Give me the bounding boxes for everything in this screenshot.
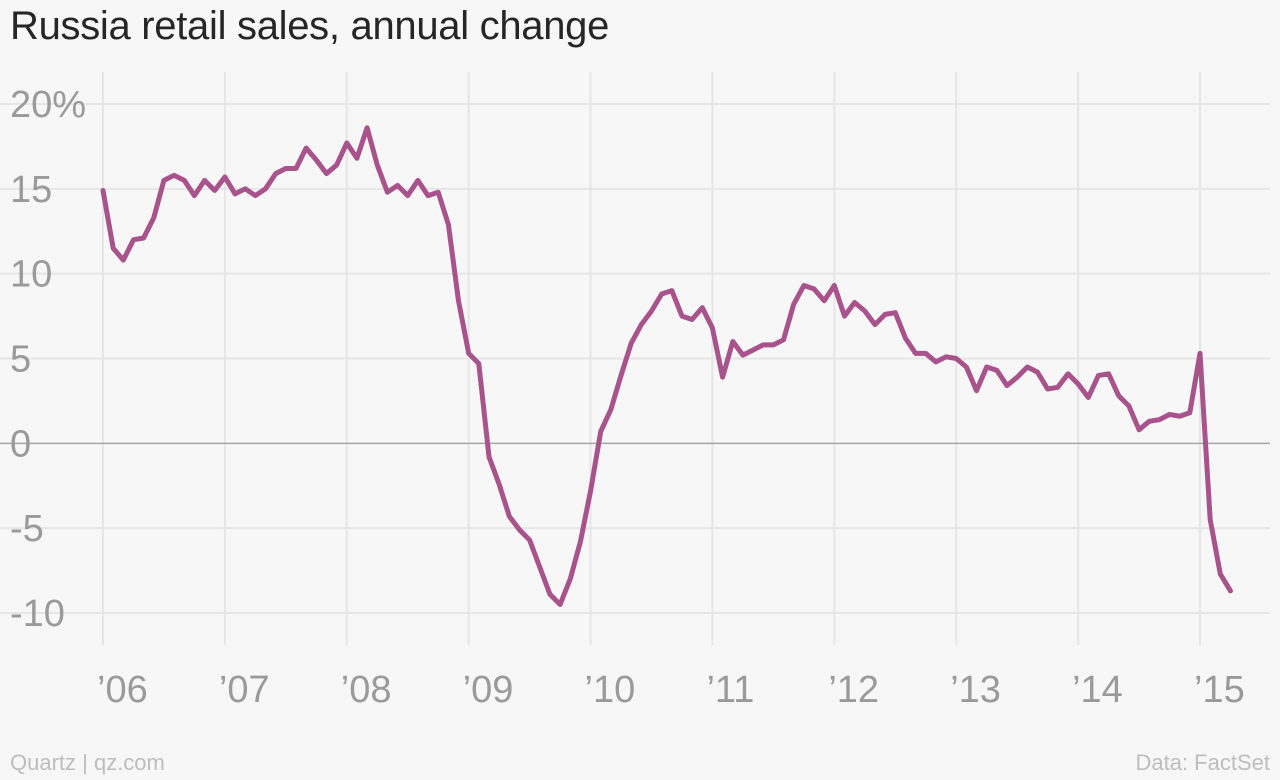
chart-title: Russia retail sales, annual change bbox=[10, 4, 610, 48]
y-tick-label: 15 bbox=[10, 169, 52, 211]
horizontal-gridlines bbox=[0, 103, 1270, 614]
x-tick-label: ’13 bbox=[950, 669, 1001, 711]
x-tick-label: ’11 bbox=[706, 669, 754, 711]
y-tick-label: 20% bbox=[10, 84, 86, 126]
x-tick-label: ’07 bbox=[219, 669, 270, 711]
source-credit: Quartz | qz.com bbox=[10, 750, 165, 775]
y-tick-label: 0 bbox=[10, 423, 31, 465]
y-tick-label: -5 bbox=[10, 508, 44, 550]
series-lines bbox=[100, 125, 1233, 607]
data-source: Data: FactSet bbox=[1135, 750, 1270, 775]
x-tick-label: ’12 bbox=[828, 669, 879, 711]
x-tick-label: ’06 bbox=[97, 669, 148, 711]
x-axis-tick-labels: ’06 ’07 ’08 ’09 ’10 ’11 ’12 ’13 ’14 ’15 bbox=[97, 669, 1245, 711]
x-tick-label: ’14 bbox=[1072, 669, 1123, 711]
y-axis-tick-labels: 20% 15 10 5 0 -5 -10 bbox=[10, 84, 86, 635]
x-tick-label: ’10 bbox=[585, 669, 636, 711]
y-tick-label: 5 bbox=[10, 339, 31, 381]
x-tick-label: ’15 bbox=[1194, 669, 1245, 711]
series-line bbox=[100, 125, 1233, 607]
y-tick-label: -10 bbox=[10, 593, 65, 635]
y-tick-label: 10 bbox=[10, 254, 52, 296]
x-tick-label: ’09 bbox=[463, 669, 514, 711]
x-tick-label: ’08 bbox=[341, 669, 392, 711]
